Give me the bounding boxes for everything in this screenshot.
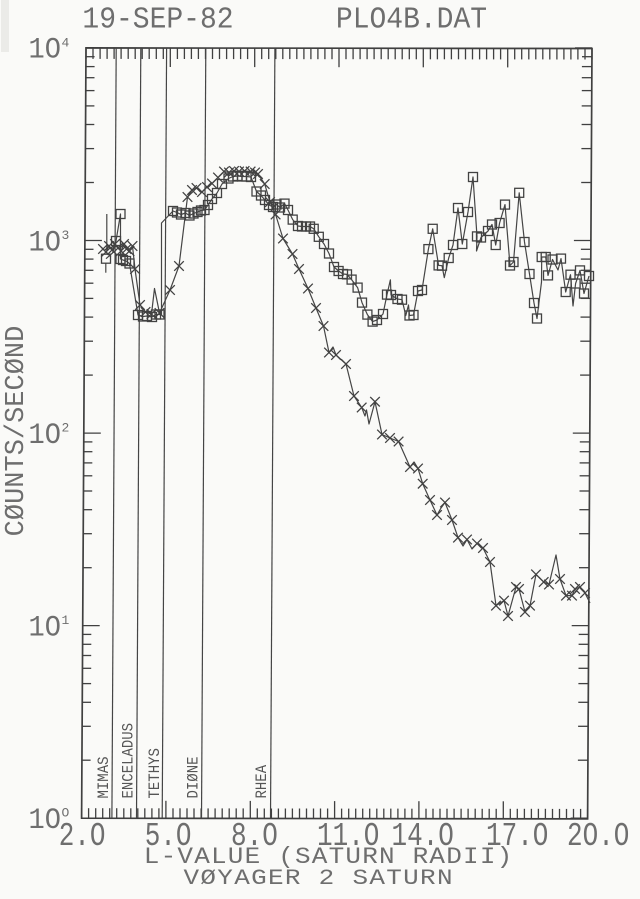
svg-text:2: 2 — [62, 421, 70, 436]
svg-text:1O: 1O — [29, 805, 61, 837]
svg-text:3: 3 — [62, 228, 70, 243]
svg-text:1O: 1O — [29, 227, 61, 259]
svg-text:MIMAS: MIMAS — [94, 757, 113, 799]
svg-text:1O: 1O — [29, 420, 61, 452]
svg-text:PLO4B.DAT: PLO4B.DAT — [336, 3, 487, 37]
svg-text:L-VALUE (SATURN RADII): L-VALUE (SATURN RADII) — [144, 845, 514, 870]
svg-text:11.O: 11.O — [317, 817, 379, 855]
svg-text:1O: 1O — [29, 35, 61, 67]
svg-text:2O.O: 2O.O — [567, 817, 629, 855]
svg-text:19-SEP-82: 19-SEP-82 — [82, 3, 233, 37]
svg-text:1O: 1O — [29, 613, 61, 645]
svg-text:DIØNE: DIØNE — [183, 757, 202, 799]
svg-text:TETHYS: TETHYS — [145, 748, 164, 798]
svg-text:5.O: 5.O — [145, 817, 192, 855]
svg-text:O: O — [62, 806, 70, 821]
svg-text:VØYAGER 2 SATURN: VØYAGER 2 SATURN — [184, 866, 454, 891]
svg-text:2.O: 2.O — [59, 817, 106, 855]
svg-text:17.O: 17.O — [486, 817, 548, 855]
svg-text:8.O: 8.O — [231, 817, 278, 855]
svg-text:14.O: 14.O — [392, 817, 454, 855]
svg-text:RHEA: RHEA — [252, 764, 271, 798]
svg-text:CØUNTS/SECØND: CØUNTS/SECØND — [2, 326, 32, 537]
svg-text:ENCELADUS: ENCELADUS — [118, 723, 137, 799]
svg-text:1: 1 — [62, 613, 70, 628]
svg-text:4: 4 — [62, 35, 70, 50]
